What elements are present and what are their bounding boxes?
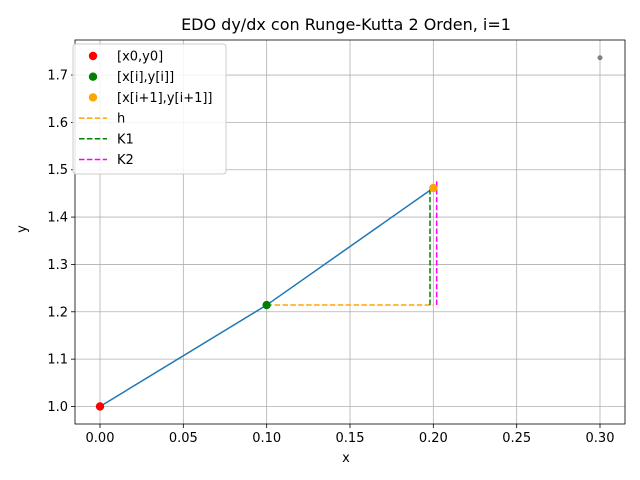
- plot-area: [95, 55, 603, 411]
- y-tick-label: 1.7: [47, 69, 68, 84]
- legend: [x0,y0] [x[i],y[i]] [x[i+1],y[i+1]] h K1 K2: [72, 43, 227, 175]
- y-axis-ticks: 1.0 1.1 1.2 1.3 1.4 1.5 1.6 1.7: [47, 69, 75, 415]
- grid: [75, 40, 625, 424]
- x-tick-label: 0.30: [586, 431, 615, 446]
- y-tick-label: 1.0: [47, 400, 68, 415]
- y-tick-label: 1.2: [47, 305, 68, 320]
- x-tick-label: 0.15: [336, 431, 365, 446]
- legend-box: [72, 43, 227, 175]
- x-tick-label: 0.25: [502, 431, 531, 446]
- x-axis-ticks: 0.00 0.05 0.10 0.15 0.20 0.25 0.30: [86, 424, 615, 446]
- y-tick-label: 1.1: [47, 353, 68, 368]
- point-xi1-yi1: [429, 183, 438, 193]
- legend-marker-point-xi1-yi1: [88, 93, 98, 102]
- legend-label-point-x0-y0: [x0,y0]: [117, 50, 163, 65]
- legend-label-h: h: [117, 112, 125, 127]
- legend-label-point-xi1-yi1: [x[i+1],y[i+1]]: [117, 91, 213, 106]
- y-tick-label: 1.3: [47, 258, 68, 273]
- x-tick-label: 0.05: [169, 431, 198, 446]
- point-xi-yi: [262, 300, 271, 310]
- y-tick-label: 1.5: [47, 163, 68, 178]
- x-tick-label: 0.20: [419, 431, 448, 446]
- chart-title: EDO dy/dx con Runge-Kutta 2 Orden, i=1: [181, 15, 511, 34]
- y-tick-label: 1.6: [47, 116, 68, 131]
- legend-marker-point-xi-yi: [88, 72, 98, 81]
- extra-point: [597, 55, 603, 61]
- legend-label-k2: K2: [117, 153, 134, 168]
- y-axis-label: y: [15, 225, 30, 233]
- legend-label-point-xi-yi: [x[i],y[i]]: [117, 70, 174, 85]
- x-tick-label: 0.00: [86, 431, 115, 446]
- legend-marker-point-x0-y0: [88, 51, 98, 61]
- legend-label-k1: K1: [117, 132, 134, 147]
- point-x0-y0: [95, 402, 105, 411]
- y-tick-label: 1.4: [47, 211, 68, 226]
- x-axis-label: x: [342, 451, 350, 466]
- x-tick-label: 0.10: [252, 431, 281, 446]
